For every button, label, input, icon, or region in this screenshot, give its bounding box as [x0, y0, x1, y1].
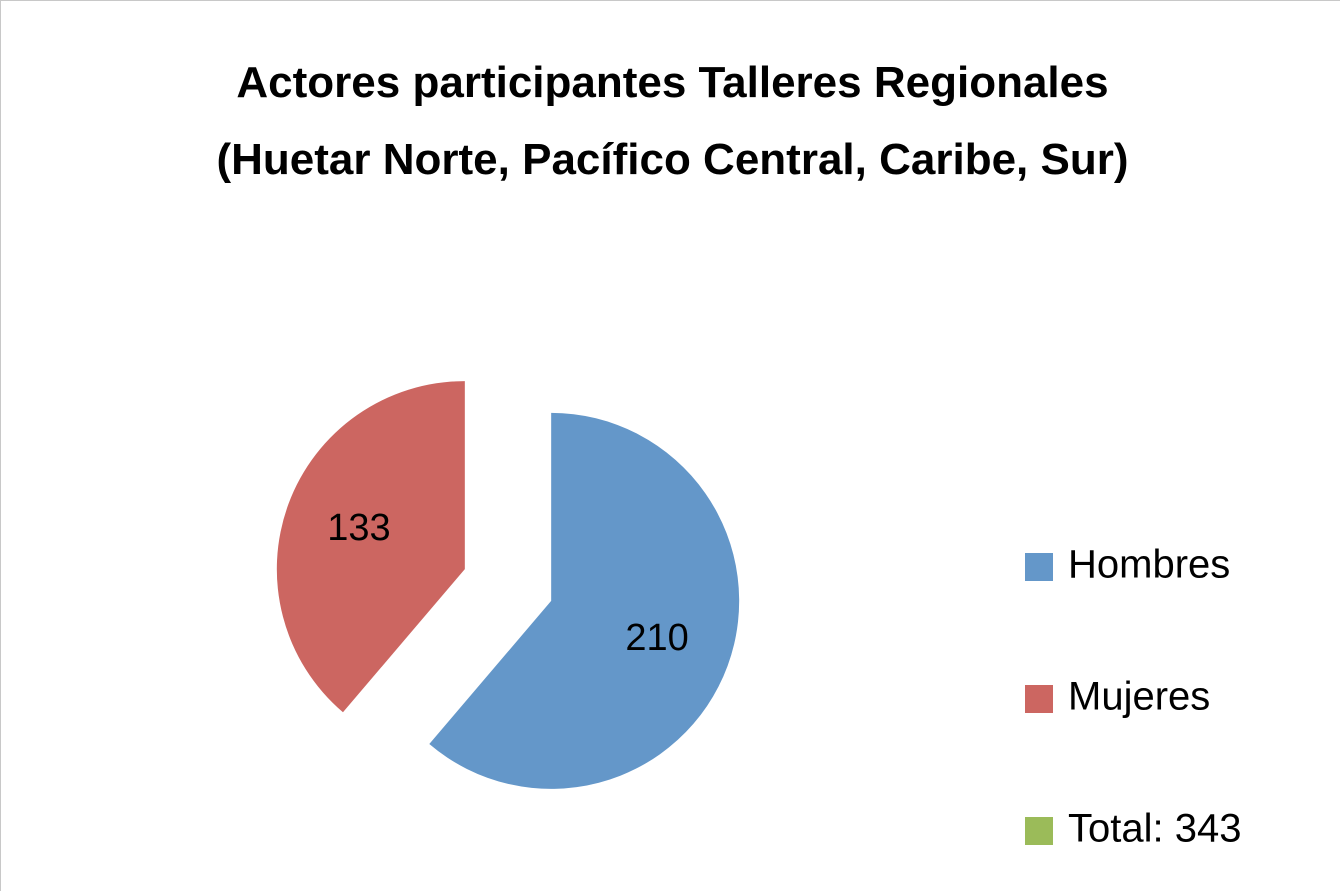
legend-label: Total: 343 [1068, 807, 1241, 851]
legend-swatch [1025, 553, 1053, 581]
data-label: 133 [327, 507, 390, 549]
legend-swatch [1025, 685, 1053, 713]
data-label: 210 [625, 617, 688, 659]
legend-swatch [1025, 817, 1053, 845]
pie-slice [429, 412, 740, 789]
chart-title: Actores participantes Talleres Regionale… [216, 58, 1129, 184]
legend-label: Hombres [1068, 543, 1230, 587]
legend-label: Mujeres [1068, 675, 1210, 719]
pie-slice [276, 381, 465, 713]
